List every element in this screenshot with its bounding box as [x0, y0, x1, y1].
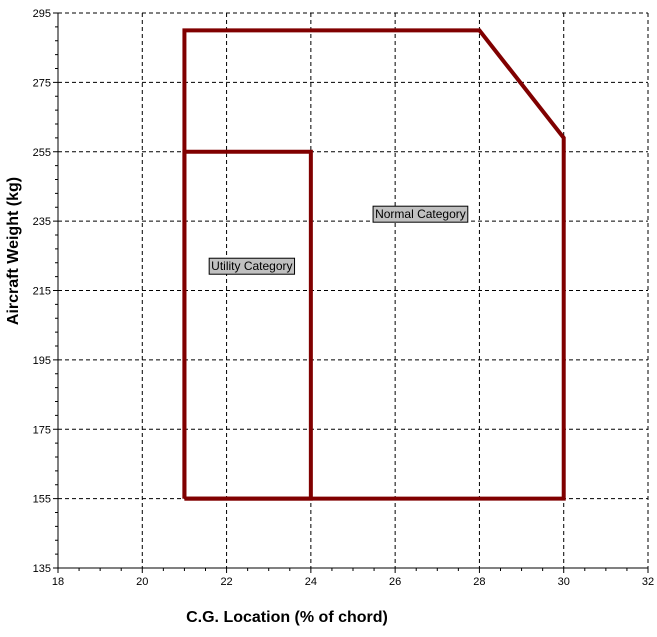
x-tick-label: 30: [558, 576, 570, 588]
y-tick-label: 175: [33, 424, 51, 436]
annotation-box: [208, 257, 296, 275]
y-tick-label: 155: [33, 494, 51, 506]
x-tick-label: 24: [305, 576, 317, 588]
envelope-normal-category: [182, 28, 566, 501]
annotation-text: Utility Category: [211, 259, 292, 273]
x-tick-label: 26: [389, 576, 401, 588]
x-tick-label: 18: [52, 576, 64, 588]
series-layer: [182, 28, 566, 501]
y-axis-title: Aircraft Weight (kg): [5, 177, 22, 325]
axes: 18 20 22 24 26 28 30 32 135 155 175 195 215 235 255 275…: [33, 8, 654, 588]
x-tick-label: 22: [220, 576, 232, 588]
x-axis-title: C.G. Location (% of chord): [186, 609, 388, 626]
x-tick-label: 20: [136, 576, 148, 588]
annotations: Normal Category Utility Category: [208, 205, 469, 275]
y-tick-label: 255: [33, 147, 51, 159]
annotation-text: Normal Category: [375, 207, 466, 221]
y-tick-label: 275: [33, 77, 51, 89]
y-tick-label: 235: [33, 216, 51, 228]
x-tick-label: 28: [473, 576, 485, 588]
y-tick-label: 215: [33, 286, 51, 298]
y-tick-label: 195: [33, 355, 51, 367]
annotation-label: Normal Category: [372, 205, 469, 223]
y-tick-label: 295: [33, 8, 51, 20]
annotation-label: Utility Category: [208, 257, 296, 275]
y-tick-label: 135: [33, 563, 51, 575]
envelope-utility-category: [182, 149, 313, 501]
annotation-box: [372, 205, 469, 223]
x-tick-label: 32: [642, 576, 654, 588]
